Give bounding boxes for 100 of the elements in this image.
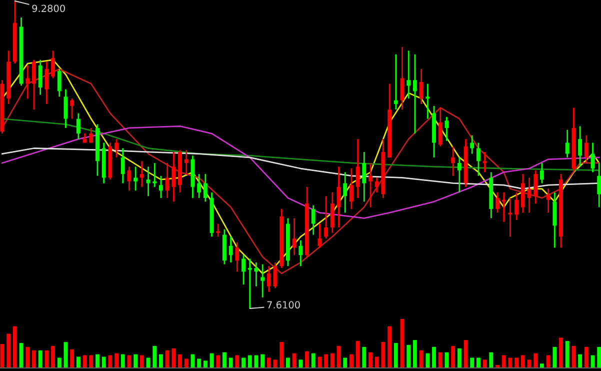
bar [298,360,303,368]
bar [362,346,366,368]
bar [102,356,106,368]
bar [406,344,411,368]
bar [26,346,30,368]
bar [482,360,487,368]
candlestick [51,50,55,79]
candlestick [356,138,360,199]
candlestick [260,264,265,298]
candlestick [534,170,538,204]
bar [203,360,208,368]
candlestick [565,129,570,158]
candlestick [457,156,462,194]
bar [38,350,42,368]
bar [572,346,576,368]
candlestick [32,59,36,110]
bar [158,354,163,368]
bar [70,349,74,368]
candlestick [368,162,372,208]
candlestick [57,68,62,98]
bar [235,355,240,368]
candlestick [578,125,582,168]
bar [280,342,284,368]
bar [374,356,379,368]
candlestick [514,192,519,221]
bar [114,353,118,368]
bar [476,358,480,368]
bar [451,346,456,368]
candlestick [343,171,348,214]
bar [305,351,309,368]
candlestick [127,166,132,192]
bar [76,356,80,368]
candlestick [311,204,316,236]
bar [222,352,226,368]
candlestick [552,192,557,248]
candlestick [426,83,430,120]
annotation: 7.6100 [267,301,300,309]
candlestick [298,240,303,267]
candlestick [216,223,220,238]
candlestick [444,116,449,142]
candlestick [184,149,188,175]
candlestick [64,88,68,129]
candlestick [266,265,271,293]
candlestick [330,192,334,234]
bar [127,355,132,368]
bar [228,358,233,368]
candlestick [540,162,544,184]
candlestick [597,162,601,208]
bar [534,353,538,368]
bar [6,334,11,368]
bar [578,354,582,368]
bar [584,346,588,368]
candlestick [476,142,480,177]
bar [412,340,417,368]
candlestick [172,151,176,202]
bar [44,350,49,368]
bar [120,354,125,368]
candlestick [76,112,80,140]
bar [165,350,170,368]
bar [565,341,570,368]
candlestick [292,218,296,256]
candlestick [165,162,170,199]
bar [470,358,474,368]
candlestick [406,50,411,100]
candlestick [394,54,398,110]
bar [552,346,557,368]
candlestick [248,258,252,310]
bar [140,355,144,368]
candlestick [38,59,42,96]
candlestick [203,173,208,202]
bar [394,343,398,368]
candlestick [349,168,354,210]
bar [381,342,386,368]
bar [57,358,62,368]
bar [51,346,55,368]
bar [419,350,424,368]
bar [520,355,525,368]
candlestick [451,146,456,177]
bar [559,338,563,368]
bar [266,358,271,368]
candlestick [44,61,49,105]
bar [432,346,436,368]
candlestick [419,68,424,105]
candlestick [140,160,144,188]
bar [248,355,252,368]
bar [597,346,601,368]
candlestick [158,175,163,199]
bar [197,358,202,368]
candlestick [496,192,500,214]
bar [178,354,182,368]
candlestick [324,195,328,240]
bar [324,354,328,368]
bar [216,355,220,368]
bar [190,354,195,368]
bar [540,364,544,368]
candlestick [318,223,322,248]
candlestick [273,262,278,289]
candlestick [70,98,74,120]
bar [184,358,188,368]
bar [457,348,462,368]
